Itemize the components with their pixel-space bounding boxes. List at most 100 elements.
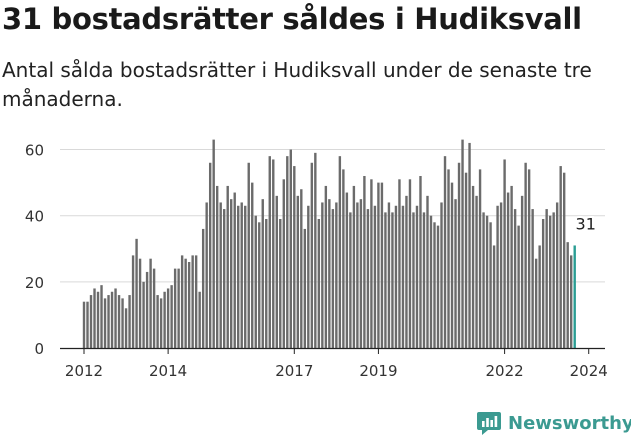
- bar: [548, 215, 552, 348]
- bar: [110, 291, 114, 348]
- bar: [534, 258, 538, 348]
- bar: [223, 209, 226, 348]
- bar: [128, 295, 131, 348]
- bar: [208, 162, 212, 348]
- bar: [177, 268, 180, 348]
- bar: [145, 271, 149, 348]
- bar: [513, 209, 517, 348]
- bar: [408, 179, 412, 348]
- bar: [566, 242, 569, 348]
- x-tick-label: 2014: [149, 362, 187, 380]
- bar: [86, 301, 89, 348]
- bar: [272, 159, 275, 348]
- bar: [321, 202, 324, 348]
- bar: [419, 176, 422, 348]
- bar: [503, 159, 506, 348]
- bar: [517, 225, 520, 348]
- bar: [152, 268, 156, 348]
- bar: [324, 185, 328, 348]
- bar: [541, 219, 545, 348]
- bar: [471, 185, 475, 348]
- bar: [492, 245, 496, 348]
- bar: [166, 288, 170, 348]
- bar: [131, 255, 135, 348]
- bar: [296, 195, 300, 348]
- bar: [286, 156, 289, 348]
- bar: [506, 192, 510, 348]
- bar: [366, 209, 370, 348]
- bar: [342, 169, 345, 348]
- bar: [107, 295, 110, 348]
- bar: [201, 228, 205, 348]
- bar: [159, 298, 163, 348]
- bar: [205, 202, 208, 348]
- bar: [247, 162, 250, 348]
- bar: [405, 195, 408, 348]
- bar: [380, 182, 384, 348]
- bar: [415, 205, 419, 348]
- bar: [499, 202, 503, 348]
- bar: [96, 291, 100, 348]
- bar: [258, 222, 261, 348]
- bar: [426, 195, 429, 348]
- bar: [180, 255, 184, 348]
- page-title: 31 bostadsrätter såldes i Hudiksvall: [2, 2, 582, 36]
- bar: [510, 185, 513, 348]
- bar: [114, 288, 117, 348]
- brand-name: Newsworthy: [508, 412, 631, 434]
- bar: [300, 189, 303, 348]
- bar: [338, 156, 342, 348]
- bar: [349, 212, 352, 348]
- bar: [230, 199, 233, 348]
- annotations: 31: [574, 212, 598, 235]
- bar: [359, 199, 363, 348]
- bar: [559, 166, 562, 348]
- bar: [156, 295, 159, 348]
- bar: [524, 162, 527, 348]
- bar: [279, 219, 282, 348]
- bar: [194, 255, 198, 348]
- bar: [398, 179, 401, 348]
- bar: [331, 209, 335, 348]
- bar: [226, 185, 229, 348]
- bar: [275, 195, 278, 348]
- x-tick-label: 2022: [486, 362, 524, 380]
- bar: [552, 212, 555, 348]
- bar: [82, 301, 86, 348]
- bar: [124, 308, 128, 348]
- bar: [335, 202, 338, 348]
- x-tick-label: 2024: [570, 362, 608, 380]
- highlight-value-label: 31: [576, 214, 596, 233]
- bar: [121, 298, 124, 348]
- bar: [138, 258, 142, 348]
- bar: [149, 258, 152, 348]
- bar: [117, 295, 121, 348]
- bar: [478, 169, 482, 348]
- bar: [89, 295, 93, 348]
- x-tick-label: 2012: [65, 362, 103, 380]
- bar: [429, 215, 433, 348]
- bar: [370, 179, 373, 348]
- bar: [531, 209, 534, 348]
- bar: [412, 212, 415, 348]
- bar: [461, 139, 464, 348]
- bar: [356, 202, 359, 348]
- bar: [482, 212, 485, 348]
- bar: [251, 182, 254, 348]
- bar: [433, 222, 436, 348]
- bar: [387, 202, 391, 348]
- bar: [310, 162, 314, 348]
- bar: [103, 298, 107, 348]
- bar: [527, 169, 531, 348]
- bar: [254, 215, 257, 348]
- bar: [244, 205, 247, 348]
- bar: [93, 288, 96, 348]
- bar: [345, 192, 349, 348]
- bar: [184, 258, 187, 348]
- y-tick-label: 0: [34, 340, 44, 358]
- x-axis: 2012 2014 2017 2019 2022 2024: [60, 347, 608, 380]
- bar: [215, 185, 219, 348]
- bar: [450, 182, 454, 348]
- bar: [440, 202, 443, 348]
